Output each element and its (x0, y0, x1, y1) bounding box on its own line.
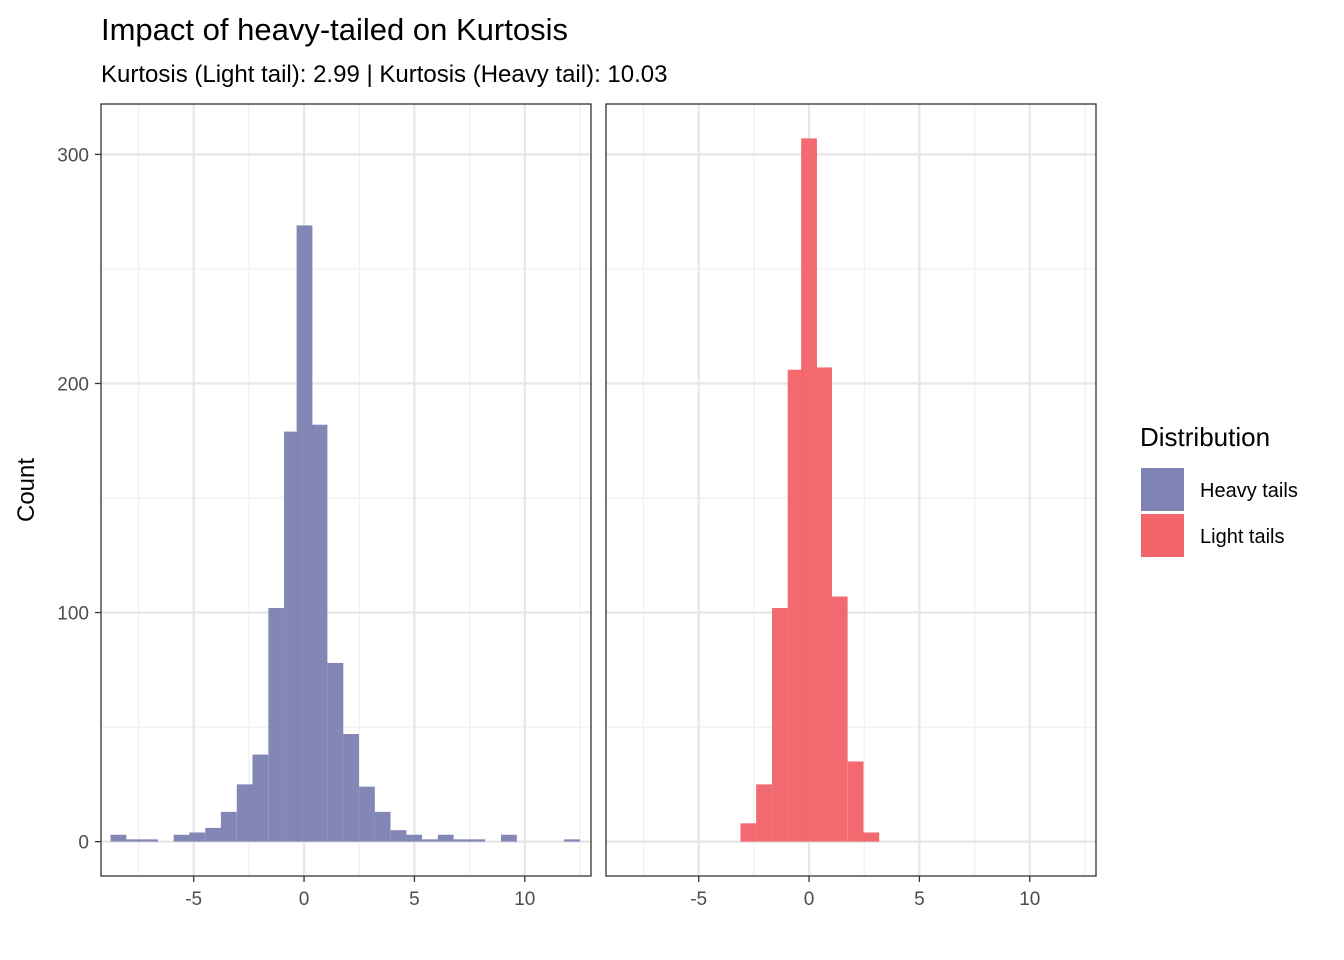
y-tick-label: 0 (78, 833, 89, 854)
histogram-bar (740, 823, 757, 842)
x-tick-label: 10 (514, 889, 535, 910)
histogram-bar (847, 761, 864, 842)
histogram-bar (453, 839, 470, 842)
histogram-bar (564, 839, 580, 842)
legend-title: Distribution (1140, 422, 1270, 452)
histogram-bar (863, 832, 880, 842)
x-tick-label: 0 (299, 889, 310, 910)
histogram-bar (252, 754, 269, 842)
histogram-bar (406, 834, 423, 842)
y-axis-title: Count (13, 458, 40, 522)
chart-title: Impact of heavy-tailed on Kurtosis (101, 12, 568, 47)
histogram-bar (437, 834, 454, 842)
histogram-bar (422, 839, 438, 842)
legend-label: Light tails (1200, 526, 1285, 548)
legend-swatch (1141, 468, 1184, 511)
x-tick-label: -5 (185, 889, 202, 910)
legend-swatch (1141, 514, 1184, 557)
panel-border (605, 103, 1097, 877)
histogram-bar (296, 225, 313, 842)
histogram-bar (205, 827, 222, 842)
legend-label: Heavy tails (1200, 480, 1298, 502)
histogram-bar (787, 369, 804, 842)
histogram-bar (220, 811, 237, 842)
histogram-bar (756, 784, 772, 842)
y-axis: 0 100 200 300 (57, 145, 101, 854)
histogram-bar (772, 607, 788, 842)
histogram-bar (236, 784, 253, 842)
histogram-bar (343, 733, 359, 842)
legend: Distribution Heavy tails Light tails (1140, 422, 1298, 557)
x-tick-label: -5 (690, 889, 707, 910)
y-tick-label: 200 (57, 374, 89, 395)
x-tick-label: 5 (914, 889, 925, 910)
panel-border (100, 103, 592, 877)
y-tick-label: 300 (57, 145, 89, 166)
histogram-bar (359, 786, 375, 842)
panel-light-tails: -5 0 5 10 (605, 103, 1097, 910)
panel-background (606, 104, 1096, 876)
histogram-bar (374, 811, 391, 842)
chart-subtitle: Kurtosis (Light tail): 2.99 | Kurtosis (… (101, 61, 667, 88)
x-tick-label: 5 (409, 889, 420, 910)
histogram-bar (268, 607, 285, 842)
histogram-bar (311, 424, 328, 842)
histogram-bar (469, 839, 486, 842)
histogram-bar (126, 839, 142, 842)
histogram-bar (327, 662, 344, 842)
histogram-bar (110, 834, 127, 842)
histogram-bar (173, 834, 190, 842)
histogram-bar (189, 832, 206, 842)
histogram-bar (801, 138, 817, 842)
histogram-bar (390, 830, 407, 842)
x-tick-label: 0 (804, 889, 815, 910)
histogram-bar (284, 431, 300, 842)
histogram-bar (501, 834, 517, 842)
histogram-bar (816, 367, 832, 842)
panel-heavy-tails: -5 0 5 10 (100, 103, 592, 910)
x-tick-label: 10 (1019, 889, 1040, 910)
y-tick-label: 100 (57, 604, 89, 625)
histogram-bar (831, 596, 848, 842)
histogram-bar (142, 839, 158, 842)
